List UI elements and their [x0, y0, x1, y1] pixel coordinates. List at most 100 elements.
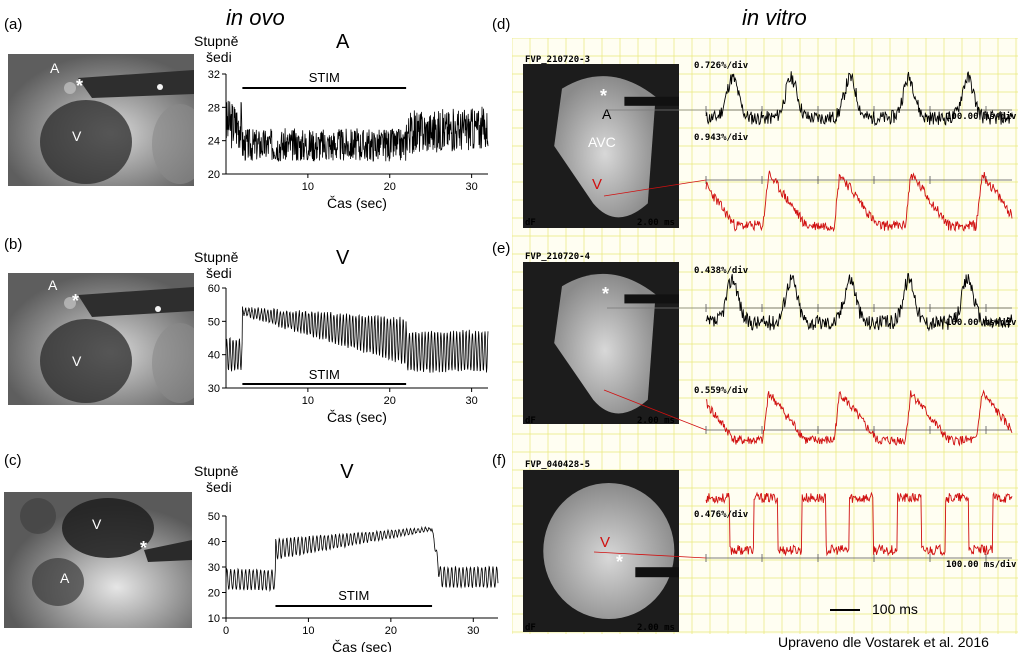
panel-label-b: (b) — [4, 236, 23, 253]
x-axis-label: Čas (sec) — [332, 639, 392, 652]
trace-e-1 — [705, 273, 1013, 332]
scale-d-2: 0.943%/div — [694, 133, 749, 143]
heart-f-star: * — [616, 552, 624, 572]
y-axis-label: Stupně — [194, 463, 239, 479]
y-tick-label: 20 — [208, 588, 220, 600]
y-tick-label: 40 — [208, 537, 220, 549]
heart-d-label-a: A — [602, 106, 612, 122]
in-vitro-svg — [511, 37, 1018, 634]
trace-line — [225, 525, 499, 592]
y-axis-label: Stupně — [194, 249, 239, 265]
time-scale-d: 100.00 ms/div — [946, 112, 1017, 122]
micrograph-c-label-v: V — [92, 516, 102, 532]
scale-bar — [830, 609, 860, 611]
trace-f-1 — [705, 491, 1013, 557]
y-tick-label: 60 — [208, 283, 220, 295]
x-tick-label: 10 — [302, 181, 314, 193]
x-tick-label: 30 — [466, 181, 478, 193]
x-tick-label: 10 — [302, 625, 314, 637]
heart-photo-d — [523, 64, 679, 228]
micrograph-b-label-v: V — [72, 353, 82, 369]
heart-f-label-v: V — [600, 534, 611, 551]
x-tick-label: 20 — [384, 181, 396, 193]
micrograph-b: A V * — [8, 273, 194, 405]
micrograph-b-label-a: A — [48, 277, 58, 293]
scale-e-1: 0.438%/div — [694, 266, 749, 276]
df-e: dF — [525, 416, 536, 426]
chart-title: A — [336, 32, 350, 53]
heart-photo-f — [523, 470, 679, 632]
y-axis-label: šedi — [206, 49, 232, 65]
trace-line — [225, 306, 489, 373]
heart-photo-e — [523, 262, 679, 424]
chart-a: A Stupně šedi 20 24 28 32 10 20 30 Čas (sec) STIM — [192, 31, 502, 222]
in-vitro-title: in vitro — [742, 5, 807, 30]
x-tick-label: 0 — [223, 625, 229, 637]
panel-label-d: (d) — [492, 16, 511, 33]
in-ovo-title: in ovo — [226, 5, 285, 30]
trace-e-2 — [705, 389, 1013, 447]
y-tick-label: 50 — [208, 511, 220, 523]
micrograph-b-image — [8, 273, 194, 405]
scale-d-1: 0.726%/div — [694, 61, 749, 71]
micrograph-a-image — [8, 54, 194, 186]
panel-label-f: (f) — [492, 452, 507, 469]
df-f: dF — [525, 623, 536, 633]
heart-e-star: * — [602, 284, 610, 304]
scale-bar-label: 100 ms — [872, 601, 918, 617]
micrograph-c-label-a: A — [60, 570, 70, 586]
micrograph-a: A V * — [8, 54, 194, 186]
micrograph-a-label-a: A — [50, 60, 60, 76]
heart-d-label-v: V — [592, 176, 603, 193]
y-tick-label: 10 — [208, 613, 220, 625]
y-axis-label: šedi — [206, 479, 232, 495]
y-tick-label: 40 — [208, 350, 220, 362]
connector-e-2 — [603, 389, 707, 431]
panel-label-a: (a) — [4, 16, 23, 33]
x-axis-label: Čas (sec) — [327, 409, 387, 425]
x-tick-label: 10 — [302, 395, 314, 407]
y-tick-label: 30 — [208, 383, 220, 395]
micrograph-c-image — [4, 492, 192, 628]
in-vitro-grid — [511, 37, 1018, 634]
x-axis-label: Čas (sec) — [327, 195, 387, 211]
y-axis-label: šedi — [206, 265, 232, 281]
scale-e-2: 0.559%/div — [694, 386, 749, 396]
stim-label: STIM — [309, 70, 340, 85]
time-scale-e: 100.00 ms/div — [946, 318, 1017, 328]
y-tick-label: 32 — [208, 69, 220, 81]
trace-d-1 — [705, 71, 1013, 127]
trace-line — [225, 100, 489, 162]
credit-text: Upraveno dle Vostarek et al. 2016 — [778, 634, 989, 650]
connector-d-2 — [603, 179, 707, 197]
x-tick-label: 20 — [385, 625, 397, 637]
panel-label-c: (c) — [4, 452, 22, 469]
chart-title: V — [340, 462, 354, 483]
micrograph-c-star: * — [140, 538, 148, 558]
heart-d-star: * — [600, 86, 608, 106]
x-tick-label: 20 — [384, 395, 396, 407]
recording-d: FVP_210720-3 — [525, 55, 591, 65]
micrograph-a-star: * — [76, 76, 84, 96]
chart-b: V Stupně šedi 30 40 50 60 10 20 30 Čas (sec) STIM — [192, 247, 502, 438]
y-tick-label: 28 — [208, 102, 220, 114]
scale-f-1: 0.476%/div — [694, 510, 749, 520]
heart-d-label-avc: AVC — [588, 134, 616, 150]
panel-label-e: (e) — [492, 240, 511, 257]
frame-time-e: 2.00 ms — [637, 416, 675, 426]
stim-label: STIM — [338, 588, 369, 603]
y-tick-label: 30 — [208, 562, 220, 574]
y-tick-label: 24 — [208, 136, 220, 148]
df-d: dF — [525, 218, 536, 228]
micrograph-b-star: * — [72, 291, 80, 311]
micrograph-a-label-v: V — [72, 128, 82, 144]
trace-d-2 — [705, 170, 1013, 233]
y-axis-label: Stupně — [194, 33, 239, 49]
stim-label: STIM — [309, 367, 340, 382]
frame-time-f: 2.00 ms — [637, 623, 675, 633]
y-tick-label: 20 — [208, 169, 220, 181]
y-tick-label: 50 — [208, 316, 220, 328]
chart-c: V Stupně šedi 10 20 30 40 50 0 10 20 30 Čas (sec) STI… — [192, 461, 504, 657]
